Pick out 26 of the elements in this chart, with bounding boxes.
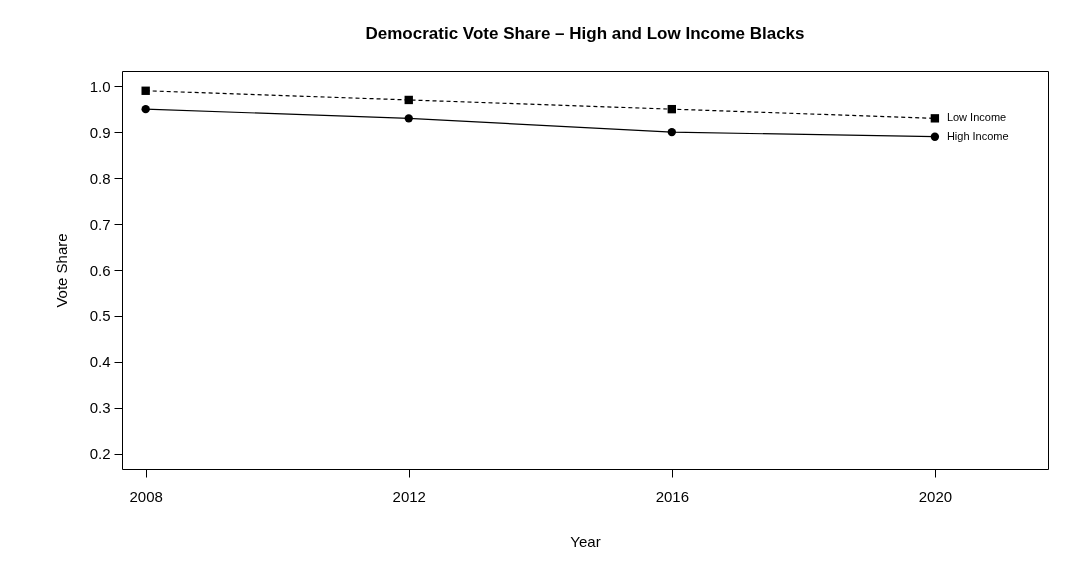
y-tick-label: 0.3 [89, 399, 111, 417]
point [667, 104, 676, 114]
point [667, 127, 676, 137]
series-label: Low Income [946, 111, 1007, 124]
x-tick-label: 2020 [918, 487, 953, 505]
y-tick-label: 0.9 [89, 123, 111, 141]
y-tick-label: 0.2 [89, 445, 111, 463]
point [404, 95, 413, 105]
y-tick-label: 0.5 [89, 307, 111, 325]
chart-title: Democratic Vote Share – High and Low Income Blacks [365, 24, 805, 43]
point [930, 114, 940, 123]
y-tick-label: 0.7 [89, 215, 111, 233]
y-tick-label: 0.6 [89, 261, 111, 279]
series-label: High Income [946, 129, 1009, 142]
x-axis-title: Year [570, 532, 601, 550]
point [141, 86, 150, 95]
y-tick-label: 1.0 [89, 77, 111, 95]
x-tick-label: 2012 [392, 487, 426, 505]
point [930, 132, 940, 141]
x-tick-label: 2016 [655, 487, 689, 505]
point [141, 104, 150, 114]
x-tick-label: 2008 [129, 487, 163, 505]
point [404, 114, 413, 123]
y-tick-label: 0.4 [89, 353, 111, 371]
y-tick-label: 0.8 [89, 169, 111, 187]
y-axis-title: Vote Share [52, 233, 70, 308]
